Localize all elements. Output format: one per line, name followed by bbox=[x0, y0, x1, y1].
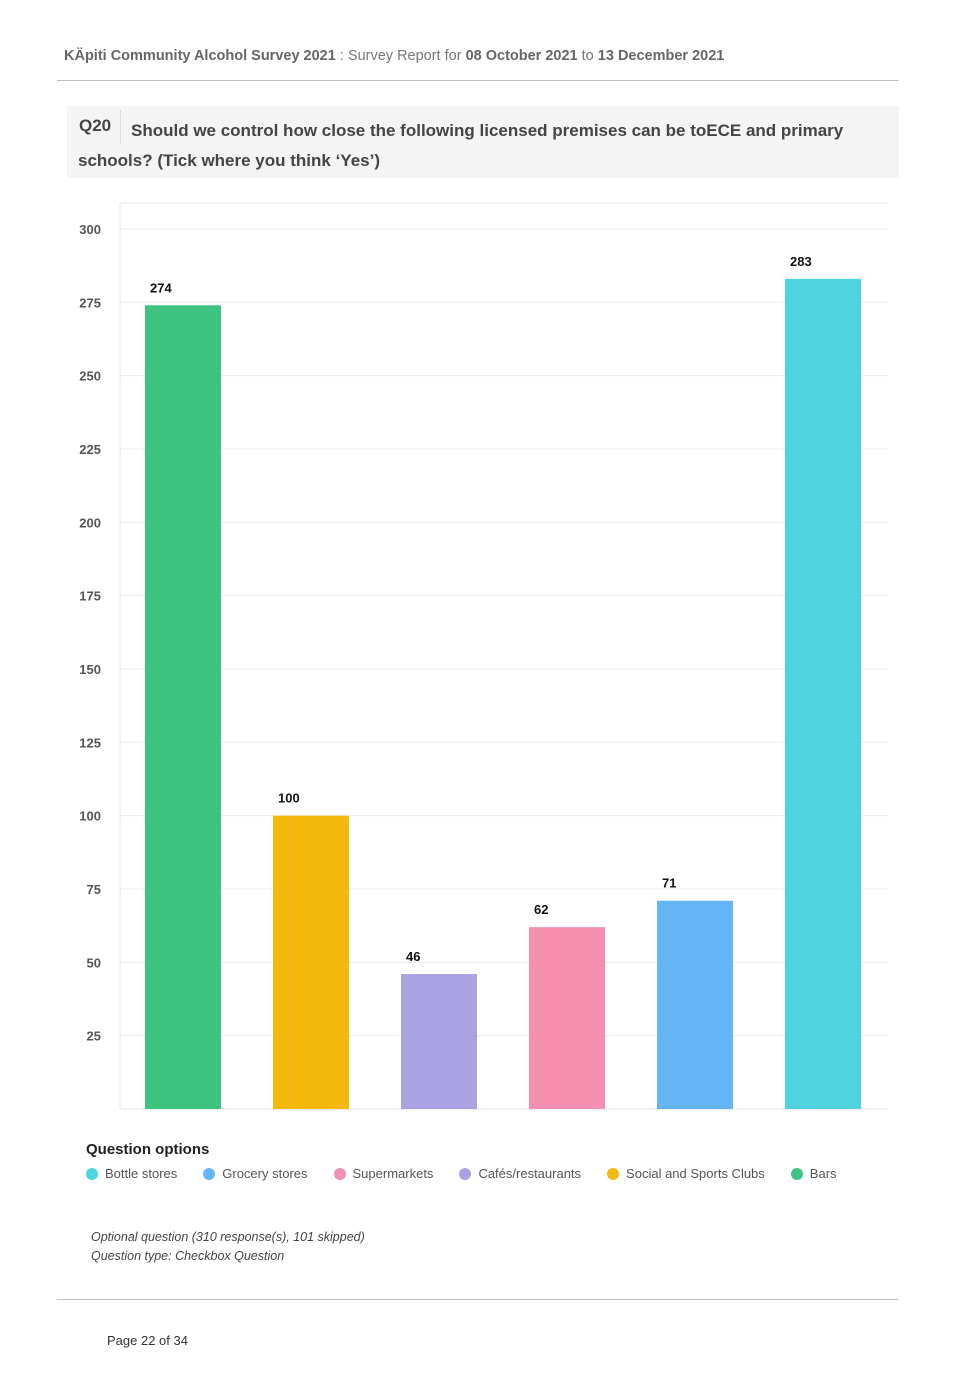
legend-dot-icon bbox=[790, 1167, 803, 1180]
bar bbox=[273, 815, 349, 1109]
legend-label: Bars bbox=[809, 1166, 837, 1181]
y-tick-label: 200 bbox=[79, 515, 101, 530]
legend-label: Cafés/restaurants bbox=[478, 1166, 582, 1181]
chart-gridlines bbox=[120, 202, 888, 1037]
chart-data-labels: 274 100 46 62 71 283 bbox=[150, 254, 812, 964]
bar-value-label: 62 bbox=[534, 902, 548, 917]
legend-dot-icon bbox=[607, 1167, 620, 1180]
legend-item: Grocery stores bbox=[203, 1166, 308, 1181]
y-axis: 25 50 75 100 125 150 175 200 225 250 275 300 bbox=[79, 203, 888, 1110]
legend-label: Grocery stores bbox=[222, 1166, 308, 1181]
question-text: Should we control how close the followin… bbox=[78, 121, 844, 170]
y-tick-label: 75 bbox=[87, 882, 101, 897]
date-to-label: to bbox=[581, 48, 594, 64]
bar bbox=[785, 278, 861, 1109]
date-to: 13 December 2021 bbox=[597, 48, 725, 64]
y-tick-label: 275 bbox=[79, 295, 101, 310]
bar bbox=[145, 305, 221, 1109]
y-tick-label: 250 bbox=[79, 369, 101, 384]
footer-divider bbox=[57, 1299, 898, 1300]
legend-label: Social and Sports Clubs bbox=[626, 1166, 765, 1181]
legend-dot-icon bbox=[203, 1167, 216, 1180]
bar-value-label: 100 bbox=[278, 791, 300, 806]
bar-chart: 25 50 75 100 125 150 175 200 225 250 275 300 274 100… bbox=[79, 202, 888, 1110]
report-header: KÄpiti Community Alcohol Survey 2021 : S… bbox=[64, 48, 724, 64]
chart-bars bbox=[145, 278, 861, 1109]
legend-dot-icon bbox=[459, 1167, 472, 1180]
y-tick-label: 125 bbox=[79, 735, 101, 750]
bar-value-label: 71 bbox=[662, 876, 676, 891]
y-tick-label: 175 bbox=[79, 589, 101, 604]
legend-label: Supermarkets bbox=[352, 1166, 434, 1181]
legend-item: Bars bbox=[790, 1166, 837, 1181]
y-tick-label: 300 bbox=[79, 222, 101, 237]
question-number-divider bbox=[120, 110, 121, 144]
legend-item: Cafés/restaurants bbox=[459, 1166, 581, 1181]
y-tick-label: 25 bbox=[87, 1029, 101, 1044]
header-separator: : bbox=[335, 48, 348, 64]
y-tick-label: 225 bbox=[79, 442, 101, 457]
optional-note: Optional question (310 response(s), 101 … bbox=[91, 1230, 365, 1244]
y-tick-label: 150 bbox=[79, 662, 101, 677]
legend-dot-icon bbox=[86, 1167, 98, 1180]
report-label: Survey Report for bbox=[347, 48, 462, 64]
question-box: Q20 Should we control how close the foll… bbox=[67, 106, 899, 178]
header-divider bbox=[57, 80, 898, 81]
bar-value-label: 274 bbox=[150, 280, 172, 295]
y-tick-label: 100 bbox=[79, 809, 101, 824]
legend-dot-icon bbox=[333, 1167, 346, 1180]
legend-item: Social and Sports Clubs bbox=[607, 1166, 765, 1181]
survey-title: KÄpiti Community Alcohol Survey 2021 bbox=[64, 48, 336, 64]
bar bbox=[401, 974, 477, 1109]
legend-title: Question options bbox=[86, 1141, 210, 1158]
question-type-note: Question type: Checkbox Question bbox=[91, 1249, 285, 1263]
bar-value-label: 46 bbox=[406, 949, 420, 964]
bar-value-label: 283 bbox=[790, 254, 812, 269]
question-number: Q20 bbox=[79, 116, 112, 135]
legend-item: Bottle stores bbox=[86, 1166, 177, 1181]
date-from: 08 October 2021 bbox=[465, 48, 578, 64]
legend-item: Supermarkets bbox=[333, 1166, 434, 1181]
legend-label: Bottle stores bbox=[105, 1166, 178, 1181]
bar bbox=[657, 900, 733, 1109]
page-number: Page 22 of 34 bbox=[107, 1333, 188, 1348]
y-tick-label: 50 bbox=[87, 955, 101, 970]
bar bbox=[529, 927, 605, 1109]
chart-legend: Bottle stores Grocery stores Supermarkets C… bbox=[86, 1166, 863, 1181]
